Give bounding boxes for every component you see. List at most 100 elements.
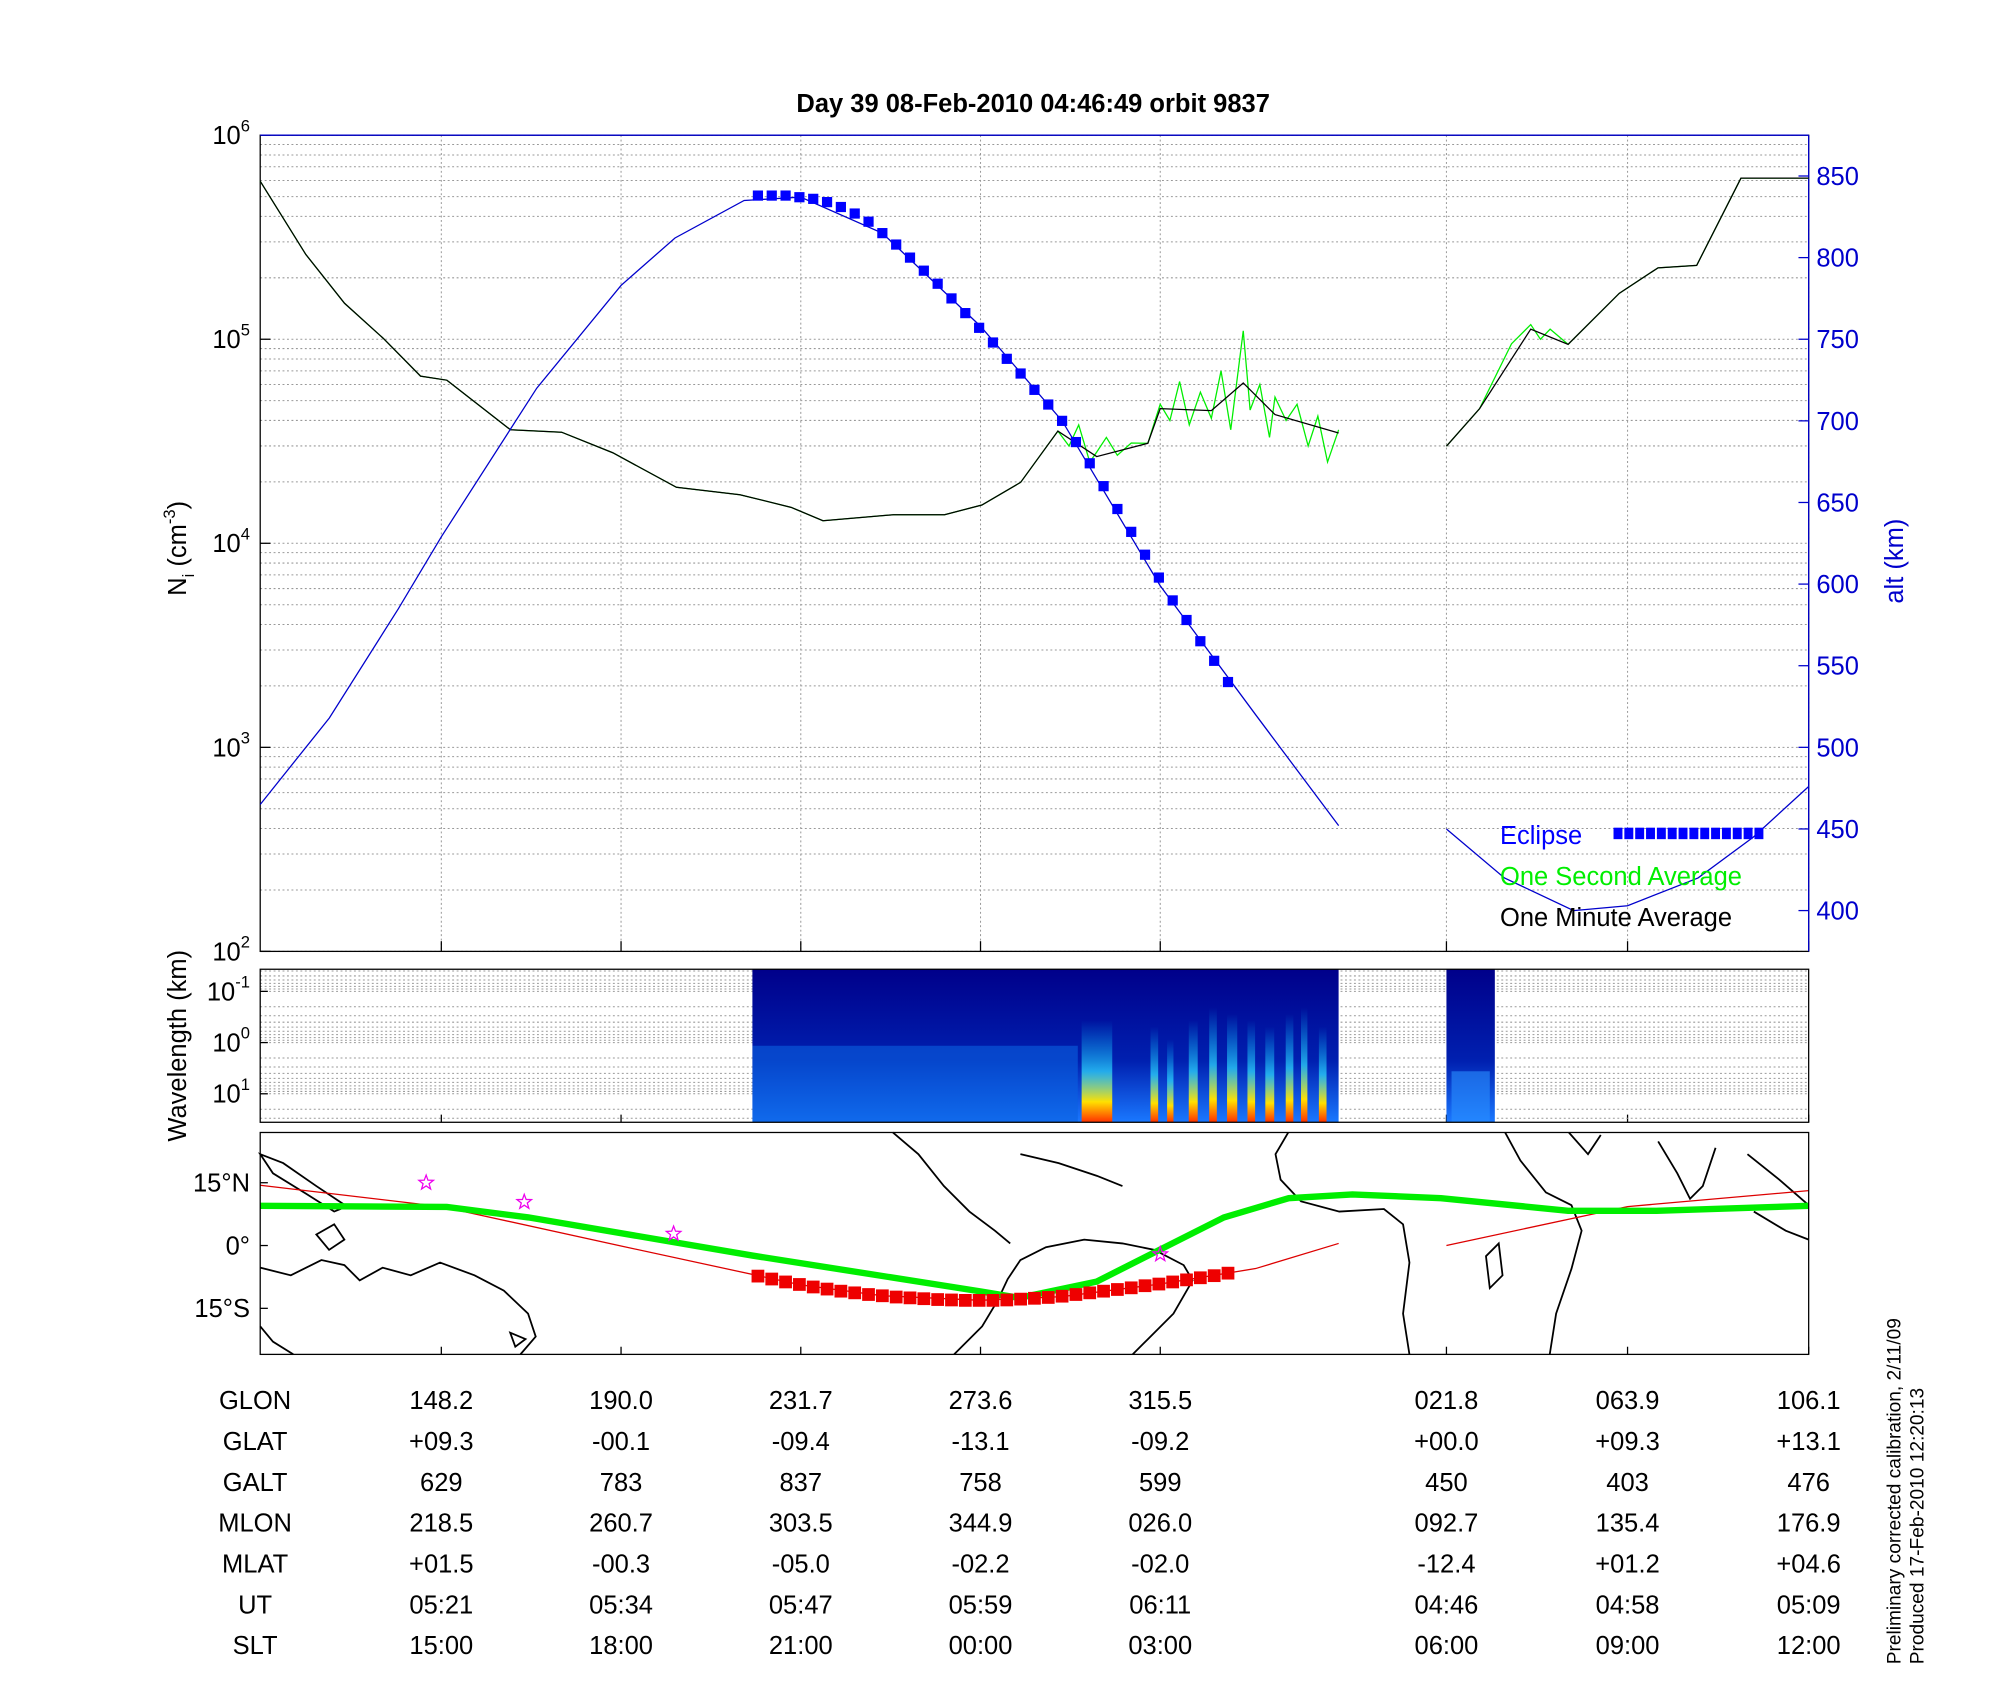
footnote: Produced 17-Feb-2010 12:20:13: [1907, 1388, 1928, 1664]
table-cell: 05:47: [769, 1591, 833, 1619]
eclipse-marker: [1043, 399, 1054, 410]
tick-base: 10: [212, 734, 240, 762]
table-cell: 09:00: [1596, 1632, 1660, 1660]
eclipse-track-marker: [986, 1294, 1000, 1307]
legend-swatch: [1721, 827, 1731, 840]
eclipse-marker: [808, 193, 819, 204]
legend-label: One Minute Average: [1500, 904, 1732, 932]
eclipse-marker: [1029, 384, 1040, 395]
legend-swatch: [1646, 827, 1655, 840]
magnetic-equator: [260, 1191, 1809, 1302]
eclipse-marker: [780, 190, 791, 201]
table-cell: +01.2: [1595, 1550, 1660, 1578]
eclipse-marker: [1070, 436, 1082, 448]
tick-exponent: 4: [241, 524, 250, 543]
table-cell: 021.8: [1415, 1387, 1479, 1415]
legend-swatch: [1754, 827, 1764, 840]
table-cell: 05:21: [409, 1591, 473, 1619]
table-cell: +13.1: [1776, 1428, 1841, 1456]
table-cell: 063.9: [1596, 1387, 1660, 1415]
series-line: [1445, 177, 1809, 447]
table-cell: 04:58: [1596, 1591, 1660, 1619]
eclipse-marker: [918, 265, 929, 276]
table-cell: 06:11: [1129, 1591, 1191, 1619]
eclipse-track-marker: [1000, 1293, 1014, 1307]
tick-base: 10: [207, 978, 235, 1006]
series-line: [1446, 786, 1810, 912]
eclipse-track-marker: [1193, 1271, 1207, 1285]
y-tick-label: 10-1: [207, 973, 250, 1007]
eclipse-track-marker: [793, 1278, 806, 1291]
eclipse-track-marker: [931, 1293, 945, 1306]
row-label: MLAT: [222, 1550, 288, 1578]
table-cell: 026.0: [1128, 1510, 1192, 1538]
table-cell: 092.7: [1415, 1510, 1479, 1538]
table-cell: 315.5: [1128, 1387, 1192, 1415]
eclipse-track-marker: [972, 1294, 986, 1307]
row-label: SLT: [233, 1632, 278, 1660]
eclipse-track-marker: [875, 1289, 889, 1303]
table-cell: 450: [1425, 1469, 1468, 1497]
spectrogram-frame: [259, 968, 1810, 1123]
y2-tick-label: 550: [1816, 653, 1859, 681]
table-cell: 273.6: [949, 1387, 1013, 1415]
table-cell: 629: [420, 1469, 463, 1497]
legend-label: Eclipse: [1500, 822, 1582, 850]
y2-tick-label: 850: [1816, 163, 1859, 191]
eclipse-track-marker: [945, 1293, 958, 1307]
tick-exponent: 3: [241, 729, 250, 748]
eclipse-track-marker: [1014, 1292, 1027, 1306]
y-tick-label: 101: [212, 1075, 250, 1109]
y-label-part: -3: [160, 509, 179, 524]
tick-base: 10: [212, 530, 240, 558]
spectrogram-texture: [752, 1007, 1490, 1123]
eclipse-track-marker: [848, 1286, 862, 1300]
y-label-part: i: [179, 574, 198, 578]
eclipse-track-marker: [862, 1288, 875, 1301]
eclipse-track-marker: [751, 1269, 765, 1283]
table-cell: 06:00: [1415, 1632, 1479, 1660]
table-cell: 260.7: [589, 1510, 653, 1538]
table-cell: 218.5: [409, 1510, 473, 1538]
spectrogram-y-label: Wavelength (km): [164, 950, 192, 1142]
eclipse-marker: [1222, 676, 1234, 688]
map-y-tick-label: 15°N: [193, 1170, 250, 1198]
table-cell: +09.3: [409, 1428, 474, 1456]
series-line: [259, 180, 1340, 522]
eclipse-track-marker: [903, 1291, 917, 1305]
eclipse-track-marker: [1138, 1279, 1152, 1293]
legend-swatch: [1732, 827, 1742, 840]
eclipse-marker: [766, 190, 777, 201]
star-marker: [664, 1224, 683, 1242]
eclipse-marker: [974, 322, 985, 333]
y-label-part: ): [164, 501, 192, 509]
y2-tick-label: 700: [1816, 408, 1859, 436]
table-cell: 148.2: [409, 1387, 473, 1415]
table-cell: -00.3: [592, 1550, 650, 1578]
table-cell: 837: [780, 1469, 823, 1497]
eclipse-marker: [891, 239, 902, 250]
y2-tick-label: 750: [1816, 326, 1859, 354]
row-label: MLON: [218, 1510, 292, 1538]
eclipse-marker: [1167, 595, 1178, 606]
orbit-track: [1446, 1190, 1809, 1247]
table-cell: 21:00: [769, 1632, 833, 1660]
table-cell: 00:00: [949, 1632, 1013, 1660]
table-cell: 476: [1787, 1469, 1830, 1497]
table-cell: -00.1: [592, 1428, 650, 1456]
eclipse-marker: [1084, 458, 1095, 469]
y-tick-label: 103: [212, 729, 250, 763]
table-cell: 403: [1606, 1469, 1649, 1497]
y2-tick-label: 500: [1816, 734, 1859, 762]
legend-swatch: [1743, 827, 1753, 840]
table-cell: 344.9: [949, 1510, 1013, 1538]
legend-swatch: [1635, 827, 1645, 840]
eclipse-marker: [821, 197, 833, 208]
eclipse-marker: [1209, 655, 1220, 666]
y-tick-label: 102: [212, 933, 250, 967]
row-label: GLAT: [223, 1428, 288, 1456]
chart-title: Day 39 08-Feb-2010 04:46:49 orbit 9837: [796, 90, 1269, 118]
row-label: GLON: [219, 1387, 291, 1415]
